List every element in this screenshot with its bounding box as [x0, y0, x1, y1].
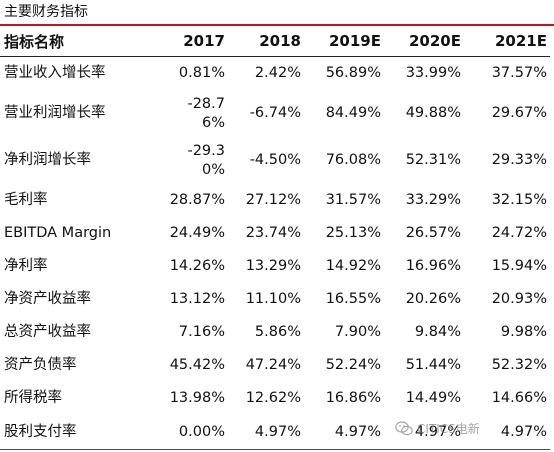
table-cell: 16.55%: [325, 291, 381, 307]
table-cell: -28.76%: [187, 95, 225, 131]
table-cell: 9.98%: [500, 324, 547, 340]
row-label: 净利率: [4, 258, 48, 274]
column-header-year: 2017: [166, 26, 228, 57]
table-cell: 20.26%: [405, 291, 461, 307]
table-cell: 29.67%: [491, 105, 547, 121]
row-label: 总资产收益率: [4, 324, 91, 340]
page-title: 主要财务指标: [4, 4, 88, 20]
column-header-year: 2020E: [384, 26, 464, 57]
table-cell: 27.12%: [245, 192, 301, 208]
table-row: 所得税率 13.98% 12.62% 16.86% 14.49% 14.66%: [0, 382, 550, 415]
table-cell: 15.94%: [491, 258, 547, 274]
table-cell: 26.57%: [405, 225, 461, 241]
wechat-icon: [395, 421, 413, 436]
title-rule: [0, 24, 554, 26]
table-cell: 52.31%: [405, 152, 461, 168]
table-row: 总资产收益率 7.16% 5.86% 7.90% 9.84% 9.98%: [0, 316, 550, 349]
table-cell: 51.44%: [405, 357, 461, 373]
table-cell: 25.13%: [325, 225, 381, 241]
table-row: EBITDA Margin 24.49% 23.74% 25.13% 26.57…: [0, 217, 550, 250]
table-cell: 28.87%: [169, 192, 225, 208]
table-cell: 4.97%: [228, 415, 304, 450]
table-cell: 16.86%: [325, 390, 381, 406]
table-cell: 31.57%: [325, 192, 381, 208]
table-cell: 4.97%: [384, 415, 464, 450]
financial-indicators-table: 指标名称 2017 2018 2019E 2020E 2021E 营业收入增长率…: [0, 26, 550, 450]
row-label: EBITDA Margin: [4, 225, 112, 241]
table-cell: 13.98%: [169, 390, 225, 406]
table-cell: 7.16%: [178, 324, 225, 340]
table-cell: 4.97%: [304, 415, 384, 450]
column-header-year: 2019E: [304, 26, 384, 57]
table-row: 毛利率 28.87% 27.12% 31.57% 33.29% 32.15%: [0, 184, 550, 217]
table-cell: 33.29%: [405, 192, 461, 208]
table-cell: -4.50%: [249, 152, 301, 168]
table-cell: 4.97%: [464, 415, 550, 450]
table-row: 净利润增长率 -29.30% -4.50% 76.08% 52.31% 29.3…: [0, 137, 550, 184]
table-cell: 29.33%: [491, 152, 547, 168]
table-cell: -6.74%: [249, 105, 301, 121]
table-cell: 16.96%: [405, 258, 461, 274]
row-label: 所得税率: [4, 390, 62, 406]
table-cell: -29.30%: [187, 142, 225, 178]
table-row: 净资产收益率 13.12% 11.10% 16.55% 20.26% 20.93…: [0, 283, 550, 316]
watermark: CITICS电新: [395, 420, 480, 437]
table-cell: 52.24%: [325, 357, 381, 373]
table-cell: 5.86%: [254, 324, 301, 340]
table-cell: 14.92%: [325, 258, 381, 274]
table-cell: 14.66%: [491, 390, 547, 406]
table-cell: 14.26%: [169, 258, 225, 274]
table-cell: 52.32%: [491, 357, 547, 373]
table-cell: 0.81%: [178, 65, 225, 81]
table-cell: 33.99%: [405, 65, 461, 81]
watermark-text: CITICS电新: [417, 422, 480, 436]
table-cell: 45.42%: [169, 357, 225, 373]
table-row: 营业收入增长率 0.81% 2.42% 56.89% 33.99% 37.57%: [0, 57, 550, 91]
table-cell: 13.12%: [169, 291, 225, 307]
row-label: 净资产收益率: [4, 291, 91, 307]
table-cell: 0.00%: [166, 415, 228, 450]
row-label: 营业利润增长率: [4, 105, 106, 121]
column-header-year: 2021E: [464, 26, 550, 57]
table-cell: 37.57%: [491, 65, 547, 81]
table-cell: 23.74%: [245, 225, 301, 241]
table-row: 资产负债率 45.42% 47.24% 52.24% 51.44% 52.32%: [0, 349, 550, 382]
table-row: 股利支付率 0.00% 4.97% 4.97% 4.97% 4.97%: [0, 415, 550, 450]
table-row: 净利率 14.26% 13.29% 14.92% 16.96% 15.94%: [0, 250, 550, 283]
table-cell: 14.49%: [405, 390, 461, 406]
table-cell: 9.84%: [414, 324, 461, 340]
table-cell: 24.49%: [169, 225, 225, 241]
table-cell: 84.49%: [325, 105, 381, 121]
column-header-year: 2018: [228, 26, 304, 57]
column-header-indicator: 指标名称: [0, 26, 166, 57]
row-label: 营业收入增长率: [4, 65, 106, 81]
table-cell: 13.29%: [245, 258, 301, 274]
table-cell: 32.15%: [491, 192, 547, 208]
table-cell: 2.42%: [254, 65, 301, 81]
table-cell: 76.08%: [325, 152, 381, 168]
table-cell: 47.24%: [245, 357, 301, 373]
table-cell: 20.93%: [491, 291, 547, 307]
table-header-row: 指标名称 2017 2018 2019E 2020E 2021E: [0, 26, 550, 57]
table-row: 营业利润增长率 -28.76% -6.74% 84.49% 49.88% 29.…: [0, 90, 550, 137]
table-cell: 56.89%: [325, 65, 381, 81]
table-cell: 12.62%: [245, 390, 301, 406]
table-cell: 11.10%: [245, 291, 301, 307]
table-cell: 49.88%: [405, 105, 461, 121]
table-cell: 24.72%: [491, 225, 547, 241]
row-label: 资产负债率: [4, 357, 77, 373]
row-label: 股利支付率: [0, 415, 166, 450]
row-label: 净利润增长率: [4, 152, 91, 168]
row-label: 毛利率: [4, 192, 48, 208]
table-cell: 7.90%: [334, 324, 381, 340]
